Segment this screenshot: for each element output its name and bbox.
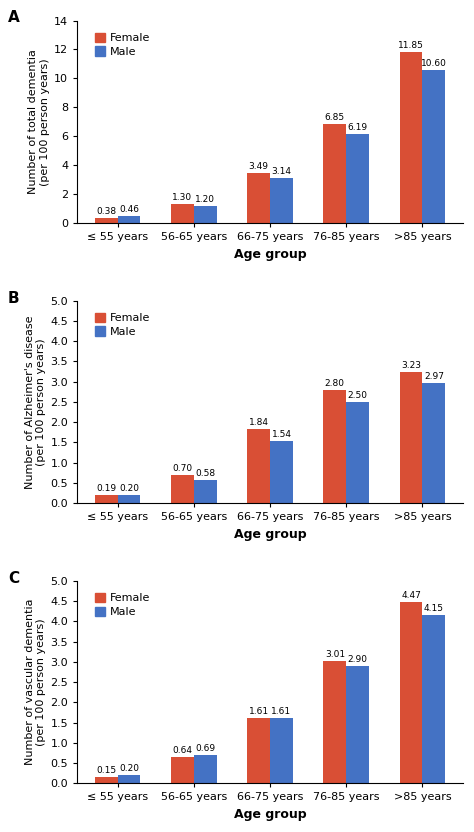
Text: 0.38: 0.38: [96, 206, 116, 215]
Bar: [194, 755, 217, 783]
Legend: Female, Male: Female, Male: [91, 308, 154, 341]
Bar: [400, 602, 422, 783]
X-axis label: Age group: Age group: [234, 808, 306, 821]
Legend: Female, Male: Female, Male: [91, 588, 154, 622]
Bar: [247, 718, 270, 783]
Bar: [422, 615, 446, 783]
Text: 6.85: 6.85: [325, 113, 345, 122]
X-axis label: Age group: Age group: [234, 527, 306, 541]
Bar: [346, 402, 369, 503]
Bar: [171, 205, 194, 223]
Bar: [95, 777, 118, 783]
Bar: [194, 480, 217, 503]
Text: 11.85: 11.85: [398, 41, 424, 50]
Text: 1.54: 1.54: [272, 430, 292, 438]
Bar: [346, 666, 369, 783]
Bar: [95, 496, 118, 503]
Bar: [118, 775, 140, 783]
Text: 2.50: 2.50: [348, 391, 368, 400]
Text: 0.20: 0.20: [119, 764, 139, 773]
Bar: [247, 172, 270, 223]
Text: 0.46: 0.46: [119, 206, 139, 215]
Bar: [422, 70, 446, 223]
Text: B: B: [8, 290, 19, 305]
Text: 2.97: 2.97: [424, 372, 444, 381]
Text: 1.84: 1.84: [249, 418, 269, 427]
Text: 1.61: 1.61: [272, 707, 292, 716]
Text: 6.19: 6.19: [347, 122, 368, 131]
Bar: [323, 661, 346, 783]
Bar: [270, 178, 293, 223]
Text: 10.60: 10.60: [421, 59, 447, 67]
Bar: [270, 441, 293, 503]
Bar: [171, 757, 194, 783]
Text: 3.49: 3.49: [249, 161, 269, 171]
Bar: [422, 383, 446, 503]
Text: 3.14: 3.14: [272, 166, 292, 176]
Text: 3.01: 3.01: [325, 651, 345, 659]
Y-axis label: Number of Alzheimer's disease
(per 100 person years): Number of Alzheimer's disease (per 100 p…: [25, 315, 46, 488]
Text: 0.15: 0.15: [96, 766, 116, 775]
Bar: [323, 124, 346, 223]
Text: 0.70: 0.70: [173, 463, 192, 473]
Text: 0.58: 0.58: [195, 468, 215, 478]
Legend: Female, Male: Female, Male: [91, 28, 154, 62]
Text: 1.30: 1.30: [173, 193, 192, 202]
Bar: [194, 206, 217, 223]
Text: 0.20: 0.20: [119, 484, 139, 493]
Text: 2.80: 2.80: [325, 379, 345, 388]
Bar: [400, 52, 422, 223]
Text: 4.47: 4.47: [401, 592, 421, 600]
Bar: [95, 218, 118, 223]
Text: 0.19: 0.19: [96, 484, 116, 493]
Bar: [323, 389, 346, 503]
Bar: [346, 133, 369, 223]
Text: 3.23: 3.23: [401, 361, 421, 370]
Bar: [400, 373, 422, 503]
Text: 0.64: 0.64: [173, 746, 192, 755]
Y-axis label: Number of total dementia
(per 100 person years): Number of total dementia (per 100 person…: [28, 49, 50, 194]
X-axis label: Age group: Age group: [234, 248, 306, 260]
Text: C: C: [8, 571, 19, 586]
Text: 4.15: 4.15: [424, 604, 444, 613]
Text: 1.20: 1.20: [195, 195, 215, 204]
Bar: [171, 475, 194, 503]
Text: A: A: [8, 11, 19, 26]
Text: 1.61: 1.61: [248, 707, 269, 716]
Bar: [247, 428, 270, 503]
Y-axis label: Number of vascular dementia
(per 100 person years): Number of vascular dementia (per 100 per…: [25, 599, 46, 765]
Bar: [118, 495, 140, 503]
Text: 2.90: 2.90: [348, 655, 368, 664]
Bar: [270, 718, 293, 783]
Bar: [118, 216, 140, 223]
Text: 0.69: 0.69: [195, 745, 215, 753]
